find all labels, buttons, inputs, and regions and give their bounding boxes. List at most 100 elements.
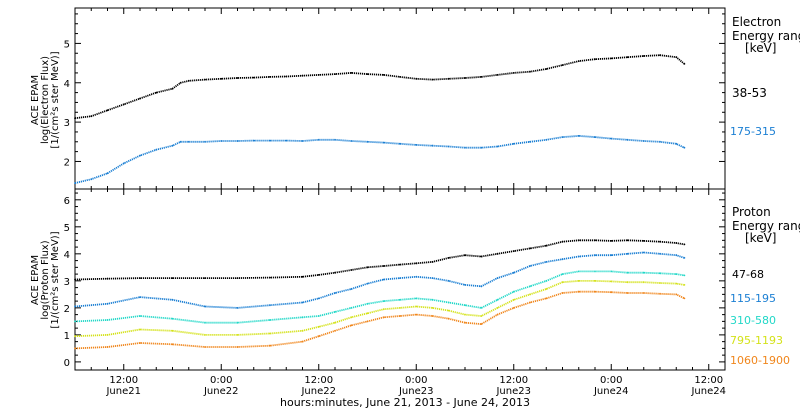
electron-point-175-315: [512, 142, 515, 145]
proton-point-310-580: [350, 307, 353, 309]
proton-point-310-580: [74, 320, 76, 323]
proton-point-310-580: [545, 280, 548, 282]
x-tick-label-date: June23: [495, 386, 531, 397]
proton-point-47-68: [642, 240, 645, 242]
proton-point-47-68: [529, 247, 531, 250]
proton-point-1060-1900: [464, 321, 466, 324]
electron-point-38-53: [545, 68, 548, 70]
electron-point-38-53: [220, 77, 223, 80]
electron-point-175-315: [642, 140, 645, 142]
electron-series-group: [74, 54, 686, 185]
proton-point-115-195: [399, 277, 401, 279]
proton-point-115-195: [382, 278, 385, 281]
proton-series-47-68: [74, 239, 685, 281]
proton-point-795-1193: [236, 334, 239, 336]
y-tick-label: 4: [64, 79, 70, 90]
proton-legend-title-2: Energy range: [732, 219, 800, 233]
proton-point-47-68: [480, 255, 483, 258]
proton-point-47-68: [382, 265, 385, 267]
proton-point-310-580: [561, 273, 564, 275]
electron-point-175-315: [285, 139, 288, 142]
proton-point-1060-1900: [301, 340, 304, 343]
proton-legend-title-1: Proton: [732, 205, 771, 219]
electron-point-175-315: [659, 140, 661, 143]
electron-point-175-315: [179, 140, 182, 143]
proton-point-1060-1900: [139, 342, 141, 344]
proton-point-115-195: [675, 254, 678, 257]
x-tick-label-date: June21: [105, 386, 141, 397]
proton-point-1060-1900: [171, 343, 174, 346]
proton-point-795-1193: [382, 308, 385, 311]
proton-point-47-68: [139, 277, 141, 279]
electron-point-38-53: [139, 97, 141, 100]
proton-point-310-580: [171, 317, 174, 320]
electron-point-38-53: [350, 72, 353, 74]
x-tick-label-time: 12:00: [694, 375, 723, 386]
y-tick-label: 0: [64, 358, 70, 369]
electron-point-175-315: [610, 137, 613, 140]
electron-point-175-315: [382, 141, 385, 144]
proton-point-1060-1900: [683, 297, 686, 300]
proton-point-795-1193: [659, 282, 661, 284]
electron-point-38-53: [187, 79, 190, 82]
proton-point-47-68: [577, 239, 580, 242]
proton-point-115-195: [626, 252, 629, 255]
proton-legend-115-195: 115-195: [730, 292, 776, 305]
proton-point-795-1193: [317, 325, 320, 328]
proton-point-115-195: [366, 282, 369, 285]
proton-legend-47-68: 47-68: [732, 268, 764, 281]
proton-ylabel-2: log(Proton Flux): [40, 240, 51, 319]
electron-point-175-315: [171, 144, 174, 147]
proton-legend-1060-1900: 1060-1900: [730, 354, 790, 367]
proton-point-115-195: [350, 288, 353, 290]
proton-point-310-580: [317, 315, 320, 317]
electron-point-38-53: [155, 91, 158, 94]
x-tick-label-time: 12:00: [109, 375, 138, 386]
proton-point-115-195: [301, 301, 304, 304]
proton-point-1060-1900: [334, 329, 336, 332]
electron-point-38-53: [683, 63, 686, 65]
proton-point-310-580: [236, 321, 239, 324]
proton-point-310-580: [659, 272, 661, 275]
proton-point-1060-1900: [431, 315, 434, 317]
proton-point-310-580: [610, 270, 613, 273]
electron-ylabel-2: log(Electron Flux): [40, 56, 51, 144]
proton-point-115-195: [269, 304, 271, 307]
electron-point-38-53: [399, 76, 401, 78]
electron-point-175-315: [366, 140, 369, 143]
y-tick-label: 1: [64, 331, 70, 342]
proton-point-310-580: [382, 300, 385, 302]
electron-point-175-315: [122, 162, 125, 165]
proton-point-795-1193: [204, 334, 206, 336]
proton-point-310-580: [447, 301, 450, 304]
electron-point-175-315: [90, 178, 93, 181]
x-axis-label: hours:minutes, June 21, 2013 - June 24, …: [280, 396, 530, 409]
electron-point-175-315: [301, 140, 304, 142]
proton-legend-310-580: 310-580: [730, 314, 776, 327]
x-tick-label-date: June23: [398, 386, 434, 397]
electron-point-38-53: [415, 77, 418, 80]
electron-point-38-53: [74, 117, 76, 120]
proton-point-1060-1900: [236, 346, 239, 348]
proton-point-115-195: [561, 258, 564, 261]
proton-point-47-68: [204, 277, 206, 279]
electron-point-38-53: [106, 109, 109, 112]
electron-point-175-315: [204, 140, 206, 143]
proton-point-310-580: [301, 316, 304, 319]
proton-series-310-580: [74, 270, 685, 324]
proton-point-1060-1900: [382, 316, 385, 319]
proton-point-47-68: [545, 244, 548, 247]
proton-point-115-195: [139, 296, 141, 298]
x-tick-label-date: June24: [690, 386, 726, 397]
proton-point-1060-1900: [269, 344, 271, 347]
proton-point-115-195: [642, 251, 645, 254]
proton-point-47-68: [464, 254, 466, 257]
electron-legend-title-2: Energy range: [732, 29, 800, 43]
electron-point-175-315: [447, 145, 450, 148]
proton-point-1060-1900: [545, 297, 548, 300]
electron-point-175-315: [464, 146, 466, 149]
proton-point-795-1193: [577, 280, 580, 282]
proton-point-795-1193: [447, 309, 450, 312]
proton-point-310-580: [496, 298, 499, 301]
proton-series-795-1193: [74, 279, 685, 338]
